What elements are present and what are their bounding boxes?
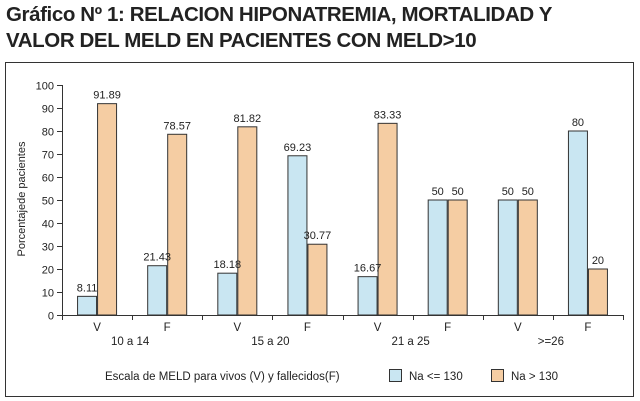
legend: Na <= 130 Na > 130 xyxy=(389,369,558,383)
bar-value-label: 50 xyxy=(502,186,514,198)
x-tick-label: F xyxy=(164,322,171,334)
y-tick-label: 10 xyxy=(42,288,54,300)
y-tick-label: 100 xyxy=(36,81,54,93)
bar-series-1 xyxy=(147,265,168,316)
bar-series-1 xyxy=(357,276,378,316)
x-tick-label: F xyxy=(304,322,311,334)
bar-value-label: 91.89 xyxy=(93,90,121,102)
axes: 0 10 20 30 40 50 60 70 80 90 100 xyxy=(36,81,624,323)
y-tick-label: 0 xyxy=(48,311,54,323)
bar-value-label: 18.18 xyxy=(214,259,242,271)
y-tick-label: 30 xyxy=(42,242,54,254)
bar-value-label: 83.33 xyxy=(374,109,402,121)
bar-series-2 xyxy=(517,199,538,316)
bar-value-label: 69.23 xyxy=(284,142,312,154)
x-tick-label: V xyxy=(233,322,241,334)
group-label: 10 a 14 xyxy=(111,336,150,348)
chart-title-line-2: VALOR DEL MELD EN PACIENTES CON MELD>10 xyxy=(6,29,477,52)
bar-value-label: 8.11 xyxy=(77,282,98,294)
bar-series-1 xyxy=(77,295,98,316)
x-tick-label: F xyxy=(444,322,451,334)
bar-value-label: 81.82 xyxy=(234,113,262,125)
bar-series-2 xyxy=(377,122,398,316)
bar-value-label: 50 xyxy=(432,186,444,198)
bar-series-2 xyxy=(447,199,468,316)
y-tick-label: 70 xyxy=(42,150,54,162)
bar-value-label: 80 xyxy=(572,117,584,129)
bar-value-label: 50 xyxy=(452,186,464,198)
y-tick-label: 90 xyxy=(42,104,54,116)
bar-series-1 xyxy=(427,199,448,316)
bars xyxy=(77,103,608,316)
bar-series-2 xyxy=(587,268,608,316)
chart-title: Gráfico Nº 1: RELACION HIPONATREMIA, MOR… xyxy=(6,2,634,54)
bar-series-2 xyxy=(307,243,328,316)
bar-series-1 xyxy=(567,130,588,316)
legend-label-series-2: Na > 130 xyxy=(511,371,558,383)
x-axis-label: Escala de MELD para vivos (V) y fallecid… xyxy=(105,371,340,383)
legend-label-series-1: Na <= 130 xyxy=(409,371,463,383)
group-label: >=26 xyxy=(538,336,564,348)
bar-value-label: 50 xyxy=(522,186,534,198)
y-axis-label: Porcentajede pacientes xyxy=(16,141,28,256)
bar-value-label: 30.77 xyxy=(304,230,332,242)
group-label: 15 a 20 xyxy=(251,336,289,348)
chart-frame xyxy=(5,62,634,397)
group-label: 21 a 25 xyxy=(391,336,429,348)
chart-title-line-1: Gráfico Nº 1: RELACION HIPONATREMIA, MOR… xyxy=(6,3,552,26)
bar-series-2 xyxy=(167,133,188,316)
legend-swatch-series-1 xyxy=(389,369,402,382)
bar-series-2 xyxy=(97,103,118,316)
bar-value-label: 21.43 xyxy=(143,252,171,264)
x-tick-labels: V F V F V F V F 10 a 14 15 a 20 21 a 25 >=26 xyxy=(93,322,591,348)
y-tick-label: 60 xyxy=(42,173,54,185)
bar-labels: 8.11 21.43 18.18 69.23 16.67 50 50 80 91.89 78.57… xyxy=(77,90,604,295)
x-tick-label: V xyxy=(93,322,101,334)
bar-value-label: 20 xyxy=(592,255,604,267)
bar-series-1 xyxy=(287,155,308,316)
bar-value-label: 78.57 xyxy=(163,120,191,132)
legend-swatch-series-2 xyxy=(491,369,504,382)
bar-series-1 xyxy=(217,272,238,316)
x-tick-label: F xyxy=(584,322,591,334)
x-tick-label: V xyxy=(374,322,382,334)
bar-series-1 xyxy=(497,199,518,316)
y-tick-label: 20 xyxy=(42,265,54,277)
bar-series-2 xyxy=(237,126,258,316)
y-tick-label: 50 xyxy=(42,196,54,208)
y-tick-label: 80 xyxy=(42,127,54,139)
x-tick-label: V xyxy=(514,322,522,334)
bar-value-label: 16.67 xyxy=(354,263,382,275)
y-tick-label: 40 xyxy=(42,219,54,231)
